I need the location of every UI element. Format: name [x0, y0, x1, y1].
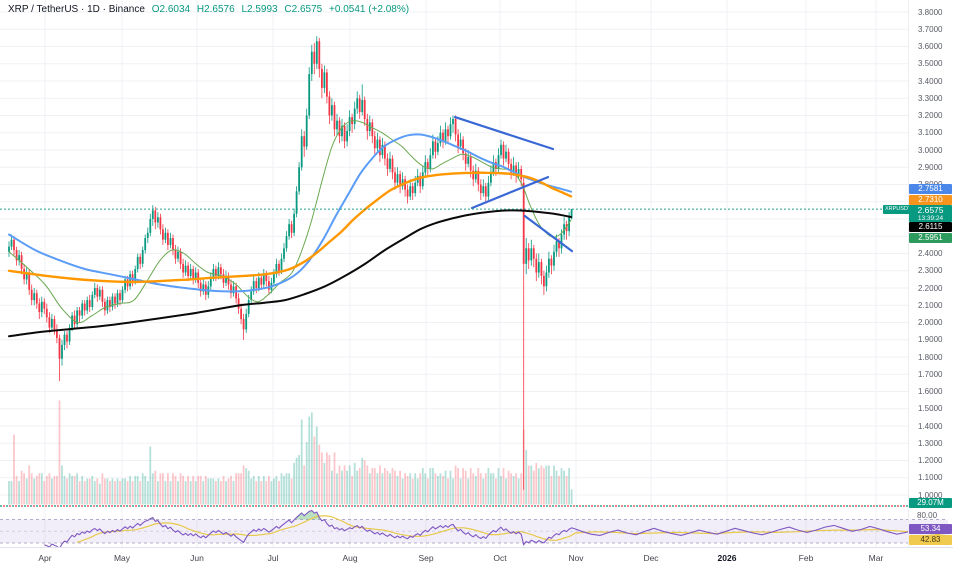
price-tick: 1.3000 — [918, 438, 943, 448]
price-tick: 3.2000 — [918, 111, 943, 120]
ma-black[interactable] — [8, 209, 572, 338]
rsi-ma-line[interactable] — [76, 515, 946, 543]
ascending-trendline[interactable] — [470, 176, 550, 210]
price-tick: 3.6000 — [918, 42, 943, 51]
time-tick: Mar — [868, 553, 884, 563]
volume-bars-layer — [8, 400, 573, 505]
price-tick: 1.7000 — [918, 369, 943, 379]
price-axis[interactable]: 3.8000 3.7000 3.6000 3.5000 3.4000 3.3000 3.20… — [908, 0, 953, 547]
gridlines-layer — [0, 0, 908, 547]
time-tick: Feb — [798, 553, 814, 563]
time-tick: Apr — [38, 553, 52, 563]
price-tick: 1.1000 — [918, 473, 943, 483]
ma-blue[interactable] — [8, 133, 572, 293]
price-tick: 3.7000 — [918, 24, 943, 34]
price-tick: 3.3000 — [918, 93, 943, 103]
ohlc-high: H2.6576 — [196, 4, 235, 15]
price-tick: 3.5000 — [918, 59, 943, 69]
price-tick: 3.1000 — [918, 128, 943, 138]
last-price-label: 2.6575 13:39:24 — [909, 204, 952, 222]
volume-value-label: 29.07M — [909, 498, 952, 508]
price-tick: 3.0000 — [918, 145, 943, 155]
price-tick: 3.4000 — [918, 76, 943, 86]
last-price-value: 2.6575 — [917, 204, 944, 215]
price-tick: 1.5000 — [918, 404, 943, 414]
rsi-value-label: 53.34 — [909, 524, 952, 534]
trendlines-layer — [453, 115, 574, 253]
candles-layer — [8, 36, 573, 490]
time-tick: Sep — [418, 553, 434, 563]
price-tick: 2.9000 — [918, 162, 943, 172]
price-tick: 3.8000 — [918, 7, 943, 17]
rsi-line[interactable] — [44, 509, 943, 550]
time-tick: Jun — [190, 553, 204, 563]
price-tick: 1.4000 — [918, 421, 943, 431]
symbol-ticker-label: XRPUSDT — [883, 205, 914, 214]
price-tick: 2.3000 — [918, 266, 943, 276]
ma-orange[interactable] — [7, 171, 573, 284]
symbol-legend[interactable]: XRP / TetherUS · 1D · Binance O2.6034 H2… — [8, 4, 409, 15]
rsi-scale-label: 80.00 — [917, 511, 938, 520]
ohlc-close: C2.6575 — [284, 4, 323, 15]
price-tick: 2.0000 — [918, 318, 943, 327]
price-tick: 2.4000 — [918, 249, 943, 258]
ma-blue-price-label: 2.7581 — [909, 184, 952, 194]
symbol-title: XRP / TetherUS · 1D · Binance — [8, 4, 145, 15]
descending-trendline-lower[interactable] — [523, 215, 574, 253]
time-tick: Oct — [493, 553, 507, 563]
time-tick: Jul — [267, 553, 279, 563]
price-tick: 1.8000 — [918, 352, 943, 362]
price-tick: 1.6000 — [918, 387, 943, 396]
time-tick: May — [113, 553, 131, 563]
ma-fast-green[interactable] — [8, 119, 572, 324]
time-axis[interactable]: Apr May Jun Jul Aug Sep Oct Nov Dec 2026 Feb Mar — [0, 547, 953, 567]
time-tick: Nov — [568, 553, 584, 563]
price-change: +0.0541 (+2.08%) — [329, 4, 410, 15]
moving-averages-layer — [7, 119, 573, 338]
ma-black-price-label: 2.6115 — [909, 222, 952, 232]
time-tick: 2026 — [717, 553, 737, 563]
rsi-ma-value-label: 42.83 — [909, 534, 952, 545]
price-tick: 1.9000 — [918, 335, 943, 345]
descending-trendline-upper[interactable] — [453, 115, 555, 151]
ma-green-price-label: 2.5951 — [909, 232, 952, 243]
price-tick: 2.1000 — [918, 300, 943, 310]
time-tick: Aug — [342, 553, 358, 563]
ma-orange-price-label: 2.7310 — [909, 194, 952, 205]
rsi-layer — [44, 509, 946, 550]
ohlc-open: O2.6034 — [151, 4, 191, 15]
price-tick: 1.2000 — [918, 456, 943, 465]
price-tick: 2.2000 — [918, 283, 943, 293]
bar-countdown: 13:39:24 — [917, 214, 944, 222]
ohlc-low: L2.5993 — [241, 4, 278, 15]
time-tick: Dec — [643, 553, 659, 563]
price-tick: 1.0000 — [918, 490, 943, 500]
